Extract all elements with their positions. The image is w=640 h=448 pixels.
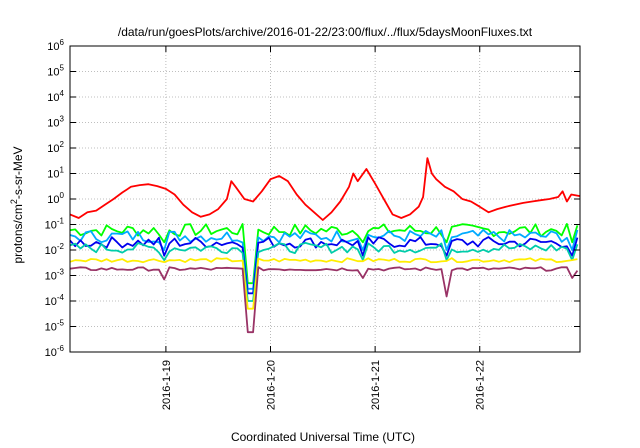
y-tick-label: 104 [47,89,64,104]
grid-lines [70,46,580,352]
y-tick-label: 101 [47,166,64,181]
y-tick-label: 10-3 [45,268,65,283]
x-axis-ticks: 2016-1-19 2016-1-20 2016-1-21 2016-1-22 [161,46,487,410]
y-axis-label-post: -s-sr-MeV [11,146,25,199]
y-tick-label: 10-6 [45,344,65,359]
y-tick-label: 106 [47,38,64,53]
y-tick-label: 102 [47,140,64,155]
x-axis-label: Coordinated Universal Time (UTC) [231,430,415,444]
series-line-5 [69,257,578,310]
series-line-3 [69,236,579,295]
series-line-1 [69,223,579,285]
x-tick-label: 2016-1-19 [161,360,173,410]
y-tick-label: 10-1 [45,217,65,232]
y-tick-label: 105 [47,64,64,79]
y-axis-ticks: 10-6 10-5 10-4 10-3 10-2 10-1 100 101 102 103 104 1… [45,38,580,359]
x-tick-label: 2016-1-20 [266,360,278,410]
x-tick-label: 2016-1-21 [370,360,382,410]
data-series [69,157,581,334]
y-axis-label-sup: 2 [9,199,19,204]
series-line-4 [69,242,579,302]
y-axis-label-pre: protons/cm [11,204,25,263]
y-tick-label: 103 [47,115,64,130]
y-tick-label: 100 [47,191,64,206]
y-tick-label: 10-5 [45,319,65,334]
series-line-2 [69,229,579,290]
y-tick-label: 10-2 [45,242,65,257]
x-tick-label: 2016-1-22 [475,360,487,410]
chart-title: /data/run/goesPlots/archive/2016-01-22/2… [118,25,533,39]
series-line-0 [69,157,581,221]
y-axis-label: protons/cm2-s-sr-MeV [9,146,25,263]
y-tick-label: 10-4 [45,293,65,308]
series-line-6 [69,266,579,334]
